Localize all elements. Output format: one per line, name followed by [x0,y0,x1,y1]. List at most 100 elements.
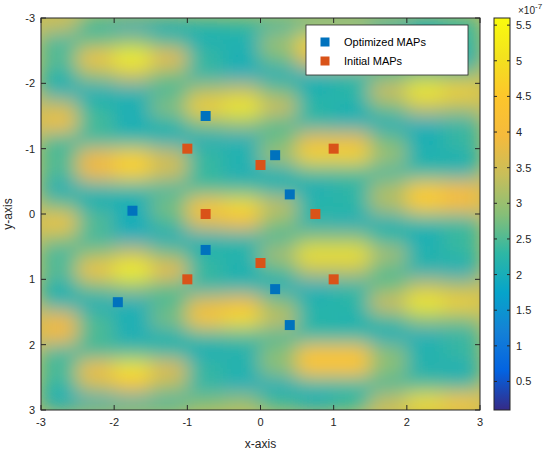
heatmap-cell [77,148,115,165]
y-tick-label: 3 [29,404,35,416]
colorbar-multiplier: ×10 [518,5,535,16]
colorbar-tick [494,381,497,382]
heatmap-cell [114,34,152,51]
colorbar-tick [507,274,510,275]
heatmap-cell [443,230,480,247]
chart: -3-2-10123-3-2-10123x-axisy-axis0.511.52… [0,0,558,460]
y-tick-label: 2 [29,339,35,351]
heatmap-cell [41,165,78,182]
x-tick [260,405,261,410]
scatter-point [310,209,320,219]
heatmap-cell [333,312,371,329]
heatmap-cell [333,393,371,410]
heatmap-cell [223,263,261,280]
heatmap-cell [333,181,371,198]
heatmap-cell [333,165,371,182]
heatmap-cell [333,197,371,214]
heatmap-cell [443,279,480,296]
heatmap-cell [187,393,225,410]
heatmap-cell [260,83,298,100]
heatmap-cell [260,377,298,394]
heatmap-cell [443,181,480,198]
legend-marker [321,38,330,47]
heatmap-cell [443,328,480,345]
heatmap-cell [406,181,444,198]
heatmap-cell [187,230,225,247]
heatmap-cell [41,377,78,394]
heatmap-cell [77,99,115,116]
heatmap-cell [443,214,480,231]
heatmap-cell [41,18,78,35]
colorbar-exponent: -7 [535,2,543,11]
heatmap-cell [77,246,115,263]
y-tick [41,344,46,345]
heatmap-cell [297,181,335,198]
heatmap-cell [443,197,480,214]
colorbar-tick [494,238,497,239]
heatmap-cell [223,295,261,312]
heatmap-cell [406,165,444,182]
legend-label: Initial MAPs [344,55,403,67]
colorbar-tick-label: 1.5 [516,304,531,316]
heatmap-cell [223,83,261,100]
heatmap-cell [114,393,152,410]
heatmap-cell [150,263,188,280]
heatmap-cell [443,116,480,133]
heatmap-cell [260,246,298,263]
heatmap-cell [77,361,115,378]
heatmap-cell [187,279,225,296]
heatmap-cell [41,393,78,410]
heatmap-cell [260,214,298,231]
heatmap-cell [114,246,152,263]
heatmap-cell [370,344,408,361]
scatter-point [201,209,211,219]
heatmap-cell [406,246,444,263]
heatmap-cell [297,132,335,149]
heatmap-cell [150,148,188,165]
x-tick-top [41,18,42,23]
x-tick [406,405,407,410]
heatmap-cell [406,361,444,378]
series-0 [113,111,295,330]
heatmap-cell [260,295,298,312]
heatmap-cell [370,279,408,296]
heatmap-cell [114,148,152,165]
scatter-point [329,144,339,154]
heatmap-cell [41,214,78,231]
heatmap-cell [443,148,480,165]
scatter-point [285,189,295,199]
heatmap-cell [223,312,261,329]
heatmap-cell [333,279,371,296]
x-tick-label: -1 [182,416,192,428]
colorbar-tick [507,60,510,61]
heatmap-cell [406,295,444,312]
heatmap-cell [223,393,261,410]
heatmap-cell [297,148,335,165]
colorbar-tick [507,345,510,346]
heatmap-cell [223,361,261,378]
heatmap-cell [41,263,78,280]
heatmap-cell [41,361,78,378]
heatmap-cell [297,328,335,345]
heatmap-cell [150,377,188,394]
heatmap-cell [260,67,298,84]
scatter-point [127,206,137,216]
heatmap-cell [77,214,115,231]
colorbar-tick-label: 4.5 [516,90,531,102]
heatmap-cell [77,263,115,280]
heatmap-cell [77,67,115,84]
scatter-point [270,284,280,294]
heatmap-cell [150,312,188,329]
heatmap-cell [41,279,78,296]
heatmap-cell [260,230,298,247]
heatmap-cell [150,34,188,51]
heatmap-cell [443,83,480,100]
heatmap-cell [223,279,261,296]
heatmap-cell [443,263,480,280]
heatmap-cell [114,18,152,35]
heatmap-cell [77,295,115,312]
heatmap-cell [77,165,115,182]
y-tick-label: 1 [29,273,35,285]
y-tick [41,410,46,411]
y-tick [41,18,46,19]
